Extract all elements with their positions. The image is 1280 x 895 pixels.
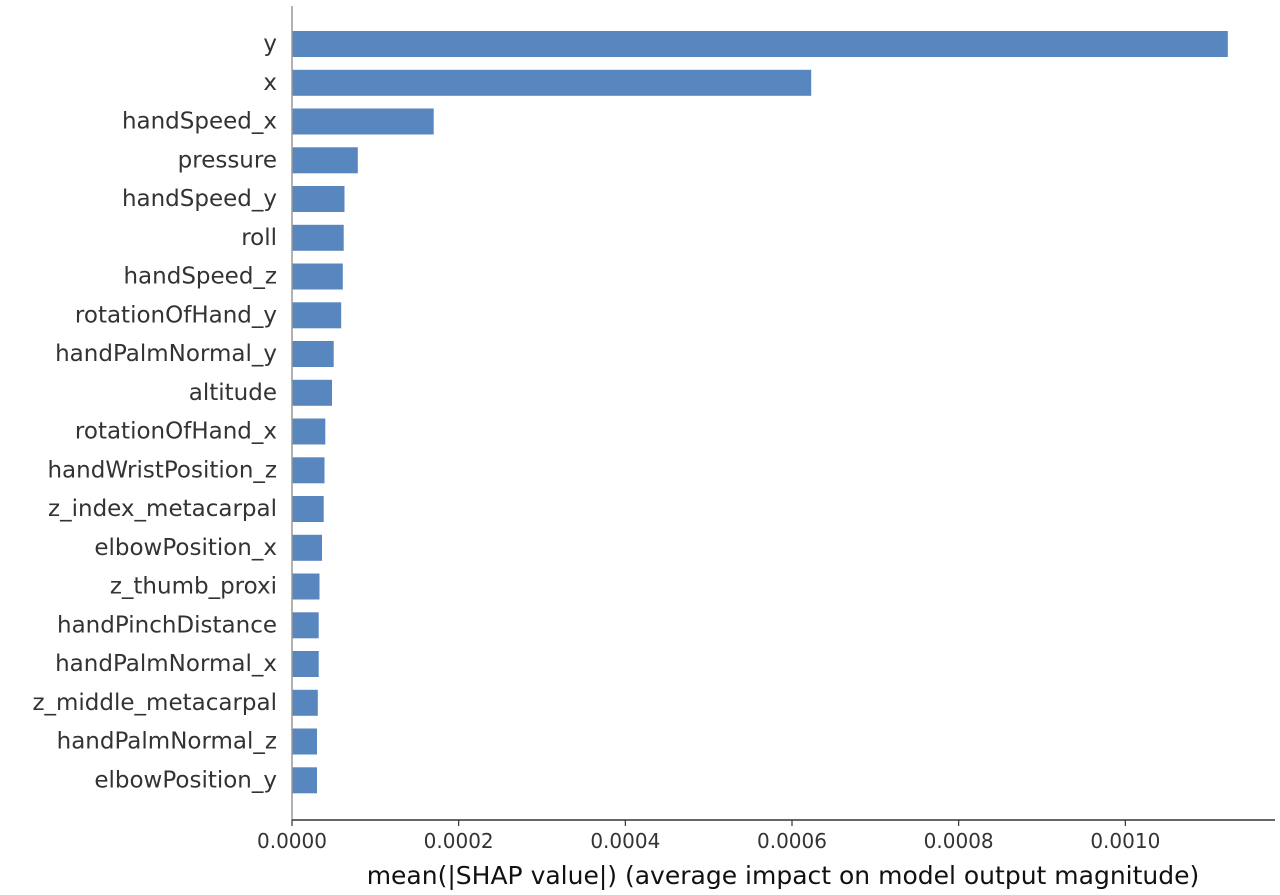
bar-z_middle_metacarpal — [292, 689, 318, 716]
feature-label: handPalmNormal_y — [55, 341, 277, 367]
bar-pressure — [292, 147, 358, 174]
bar-z_index_metacarpal — [292, 496, 324, 522]
bar-handWristPosition_z — [292, 457, 325, 484]
bar-elbowPosition_y — [292, 767, 317, 794]
feature-label: x — [263, 70, 277, 96]
x-ticks-group: 0.0000 0.0002 0.0004 0.0006 0.0008 0.0010 — [257, 820, 1160, 853]
x-tick-label: 0.0006 — [757, 829, 827, 853]
bar-handPalmNormal_y — [292, 341, 334, 367]
feature-label: z_middle_metacarpal — [32, 690, 277, 716]
x-tick-label: 0.0004 — [590, 829, 660, 853]
feature-label: handSpeed_z — [123, 264, 277, 290]
bar-elbowPosition_x — [292, 534, 322, 561]
x-tick-label: 0.0010 — [1090, 829, 1160, 853]
x-tick-label: 0.0002 — [424, 829, 494, 853]
bar-altitude — [292, 379, 332, 406]
feature-label: roll — [241, 225, 277, 251]
x-tick-label: 0.0000 — [257, 829, 327, 853]
bar-z_thumb_proxi — [292, 573, 320, 600]
feature-label: handPinchDistance — [57, 612, 277, 638]
feature-label: handWristPosition_z — [47, 457, 277, 483]
feature-label: rotationOfHand_x — [75, 419, 277, 445]
bar-roll — [292, 224, 344, 251]
feature-label: handPalmNormal_x — [55, 651, 277, 677]
feature-label: pressure — [178, 147, 277, 173]
feature-label: y — [263, 31, 277, 57]
bar-rotationOfHand_y — [292, 302, 342, 329]
feature-label: elbowPosition_y — [94, 767, 277, 793]
bar-handSpeed_z — [292, 263, 343, 290]
bar-handSpeed_y — [292, 186, 345, 212]
bar-y — [292, 31, 1228, 57]
feature-label: handSpeed_x — [122, 109, 277, 135]
bar-handSpeed_x — [292, 108, 434, 135]
x-axis-title: mean(|SHAP value|) (average impact on mo… — [367, 861, 1200, 890]
feature-label: z_index_metacarpal — [48, 496, 277, 522]
feature-label: z_thumb_proxi — [110, 574, 277, 600]
bar-handPalmNormal_x — [292, 651, 319, 677]
bars-group — [292, 31, 1228, 794]
bar-handPalmNormal_z — [292, 728, 317, 755]
feature-label: handPalmNormal_z — [57, 729, 277, 755]
bar-x — [292, 69, 812, 96]
feature-label: elbowPosition_x — [94, 535, 277, 561]
bar-handPinchDistance — [292, 612, 319, 639]
feature-label: rotationOfHand_y — [75, 302, 277, 328]
x-tick-label: 0.0008 — [924, 829, 994, 853]
bar-rotationOfHand_x — [292, 418, 326, 445]
feature-label: handSpeed_y — [122, 186, 277, 212]
feature-label: altitude — [189, 380, 277, 406]
